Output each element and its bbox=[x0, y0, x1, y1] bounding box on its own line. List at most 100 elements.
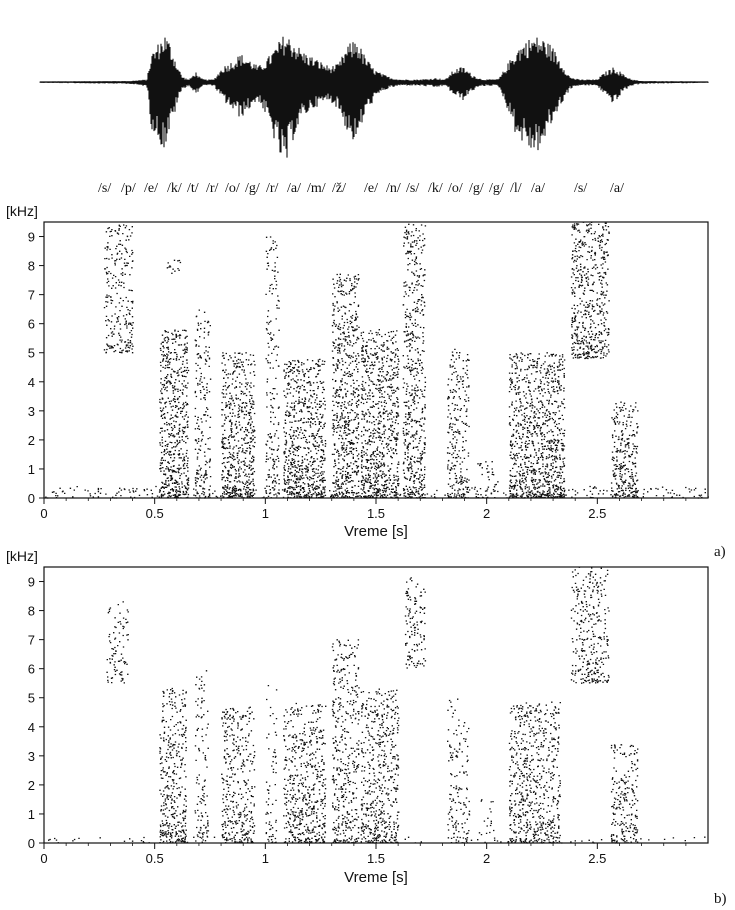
x-tick-label: 1 bbox=[262, 506, 269, 521]
x-tick-label: 2.5 bbox=[588, 506, 606, 521]
spectral-energy-region bbox=[283, 358, 327, 499]
phoneme-label: /a/ bbox=[610, 181, 624, 196]
spectral-energy-region bbox=[508, 352, 566, 499]
spectral-energy-region bbox=[194, 670, 210, 843]
spectral-energy-region bbox=[221, 706, 256, 844]
phoneme-label: /t/ bbox=[187, 181, 199, 196]
spectral-energy-region bbox=[610, 401, 639, 499]
phoneme-label: /s/ bbox=[406, 181, 419, 196]
y-tick-label: 3 bbox=[28, 749, 35, 764]
panel-label-b: b) bbox=[714, 891, 727, 907]
spectral-energy-region bbox=[331, 273, 360, 499]
phoneme-transcription: /s/ /p/ /e/ /k/ /t/ /r/ /o/ /g/ /r/ /a/ /m/ /ž/ /e/ /… bbox=[98, 181, 624, 196]
y-tick-label: 6 bbox=[28, 662, 35, 677]
y-tick-label: 9 bbox=[28, 575, 35, 590]
phoneme-label: /a/ bbox=[531, 181, 545, 196]
spectral-energy-region bbox=[221, 352, 256, 499]
spectral-energy-region bbox=[265, 236, 280, 499]
y-tick-label: 2 bbox=[28, 778, 35, 793]
x-tick-label: 1.5 bbox=[367, 506, 385, 521]
spectral-energy-region bbox=[103, 224, 134, 354]
spectral-energy-region bbox=[447, 698, 471, 844]
y-tick-label: 9 bbox=[28, 230, 35, 245]
phoneme-label: /g/ bbox=[245, 181, 260, 196]
ylabel-a: [kHz] bbox=[6, 203, 38, 219]
phoneme-label: /s/ bbox=[98, 181, 111, 196]
spectral-energy-region bbox=[106, 601, 129, 684]
y-tick-label: 6 bbox=[28, 317, 35, 332]
x-tick-label: 0 bbox=[40, 851, 47, 866]
phoneme-label: /a/ bbox=[287, 181, 301, 196]
spectral-energy-region bbox=[477, 799, 499, 844]
phoneme-label: /ž/ bbox=[332, 181, 346, 196]
spectral-energy-region bbox=[570, 221, 610, 360]
spectral-energy-region bbox=[402, 223, 427, 499]
x-tick-label: 0.5 bbox=[146, 506, 164, 521]
phoneme-label: /g/ bbox=[469, 181, 484, 196]
y-tick-label: 7 bbox=[28, 288, 35, 303]
y-tick-label: 7 bbox=[28, 633, 35, 648]
spectrogram-dots-b bbox=[48, 566, 706, 844]
spectral-energy-region bbox=[404, 577, 427, 669]
spectral-energy-region bbox=[475, 461, 499, 499]
y-tick-label: 8 bbox=[28, 604, 35, 619]
ylabel-b: [kHz] bbox=[6, 548, 38, 564]
spectral-energy-region bbox=[331, 639, 360, 844]
speech-waveform bbox=[39, 36, 709, 158]
x-tick-label: 1 bbox=[262, 851, 269, 866]
spectral-energy-region bbox=[446, 348, 471, 499]
waveform-trace bbox=[39, 36, 709, 158]
y-ticks-b: 0 1 2 3 4 5 6 7 8 9 bbox=[28, 575, 44, 851]
y-tick-label: 1 bbox=[28, 807, 35, 822]
panel-label-a: a) bbox=[714, 544, 726, 560]
phoneme-label: /o/ bbox=[225, 181, 240, 196]
spectral-energy-region bbox=[570, 566, 610, 684]
phoneme-label: /m/ bbox=[307, 181, 326, 196]
x-ticks-a: 0 0.5 1 1.5 2 2.5 bbox=[40, 498, 687, 521]
y-tick-label: 1 bbox=[28, 462, 35, 477]
spectral-energy-region bbox=[159, 329, 190, 499]
phoneme-label: /l/ bbox=[510, 181, 522, 196]
xlabel-b: Vreme [s] bbox=[344, 869, 408, 886]
phoneme-label: /g/ bbox=[489, 181, 504, 196]
phoneme-label: /k/ bbox=[167, 181, 182, 196]
spectral-energy-region bbox=[360, 688, 400, 844]
phoneme-label: /k/ bbox=[428, 181, 443, 196]
x-tick-label: 2.5 bbox=[588, 851, 606, 866]
spectral-energy-region bbox=[508, 701, 561, 844]
phoneme-label: /e/ bbox=[144, 181, 158, 196]
phoneme-label: /r/ bbox=[266, 181, 279, 196]
x-tick-label: 0 bbox=[40, 506, 47, 521]
phoneme-label: /n/ bbox=[386, 181, 401, 196]
y-tick-label: 3 bbox=[28, 404, 35, 419]
spectral-energy-region bbox=[166, 259, 182, 274]
xlabel-a: Vreme [s] bbox=[344, 523, 408, 540]
y-tick-label: 2 bbox=[28, 433, 35, 448]
y-tick-label: 4 bbox=[28, 720, 35, 735]
x-ticks-b: 0 0.5 1 1.5 2 2.5 bbox=[40, 843, 687, 866]
y-tick-label: 0 bbox=[28, 491, 35, 506]
spectral-energy-region bbox=[194, 309, 212, 499]
phoneme-label: /r/ bbox=[206, 181, 219, 196]
phoneme-label: /s/ bbox=[574, 181, 587, 196]
x-tick-label: 2 bbox=[483, 506, 490, 521]
phoneme-label: /p/ bbox=[121, 181, 136, 196]
spectral-energy-region bbox=[265, 684, 278, 844]
x-tick-label: 2 bbox=[483, 851, 490, 866]
spectral-energy-region bbox=[159, 687, 187, 844]
y-tick-label: 0 bbox=[28, 836, 35, 851]
spectrogram-dots-a bbox=[45, 221, 709, 499]
y-ticks-a: 0 1 2 3 4 5 6 7 8 9 bbox=[28, 230, 44, 506]
y-tick-label: 5 bbox=[28, 346, 35, 361]
y-tick-label: 8 bbox=[28, 259, 35, 274]
y-tick-label: 4 bbox=[28, 375, 35, 390]
spectral-energy-region bbox=[283, 702, 327, 844]
phoneme-label: /o/ bbox=[448, 181, 463, 196]
phoneme-label: /e/ bbox=[364, 181, 378, 196]
spectral-energy-region bbox=[610, 744, 639, 844]
spectral-energy-region bbox=[360, 329, 400, 499]
y-tick-label: 5 bbox=[28, 691, 35, 706]
